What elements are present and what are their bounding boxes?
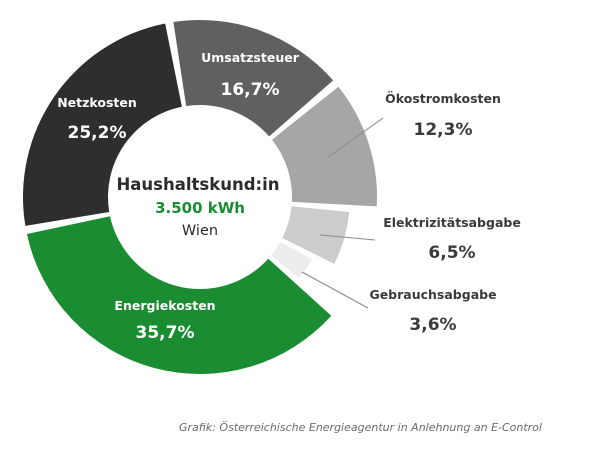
center-title: Haushaltskund:in [116, 175, 279, 194]
category-label: Ökostromkosten [385, 91, 501, 106]
category-label: Umsatzsteuer [201, 50, 300, 65]
category-label: Netzkosten [57, 95, 137, 110]
category-label: Gebrauchsabgabe [369, 287, 496, 302]
leader-lines [301, 117, 384, 309]
leader-line-gebrauchsabgabe [301, 271, 369, 309]
value-label: 3,6% [409, 315, 456, 335]
slice-ökostromkosten [271, 86, 377, 207]
slice-labels: Umsatzsteuer 16,7% Ökostromkosten 12,3% Elek… [57, 50, 521, 343]
category-label: Energiekosten [114, 298, 215, 313]
center-subtitle: Wien [182, 223, 218, 239]
center-value: 3.500 kWh [155, 199, 245, 217]
slice-gebrauchsabgabe [271, 241, 312, 279]
category-label: Elektrizitätsabgabe [383, 215, 521, 230]
value-label: 6,5% [428, 243, 475, 263]
leader-line-ökostromkosten [326, 117, 384, 159]
slice-energiekosten [26, 216, 332, 374]
value-label: 16,7% [221, 80, 280, 100]
value-label: 12,3% [414, 120, 473, 140]
slice-elektrizitätsabgabe [282, 206, 350, 264]
value-label: 35,7% [136, 323, 195, 343]
slice-umsatzsteuer [173, 20, 334, 137]
value-label: 25,2% [68, 123, 127, 143]
slice-netzkosten [23, 23, 182, 226]
leader-line-elektrizitätsabgabe [319, 234, 376, 241]
slices-group [23, 20, 377, 374]
source-credit: Grafik: Österreichische Energieagentur i… [178, 421, 542, 434]
